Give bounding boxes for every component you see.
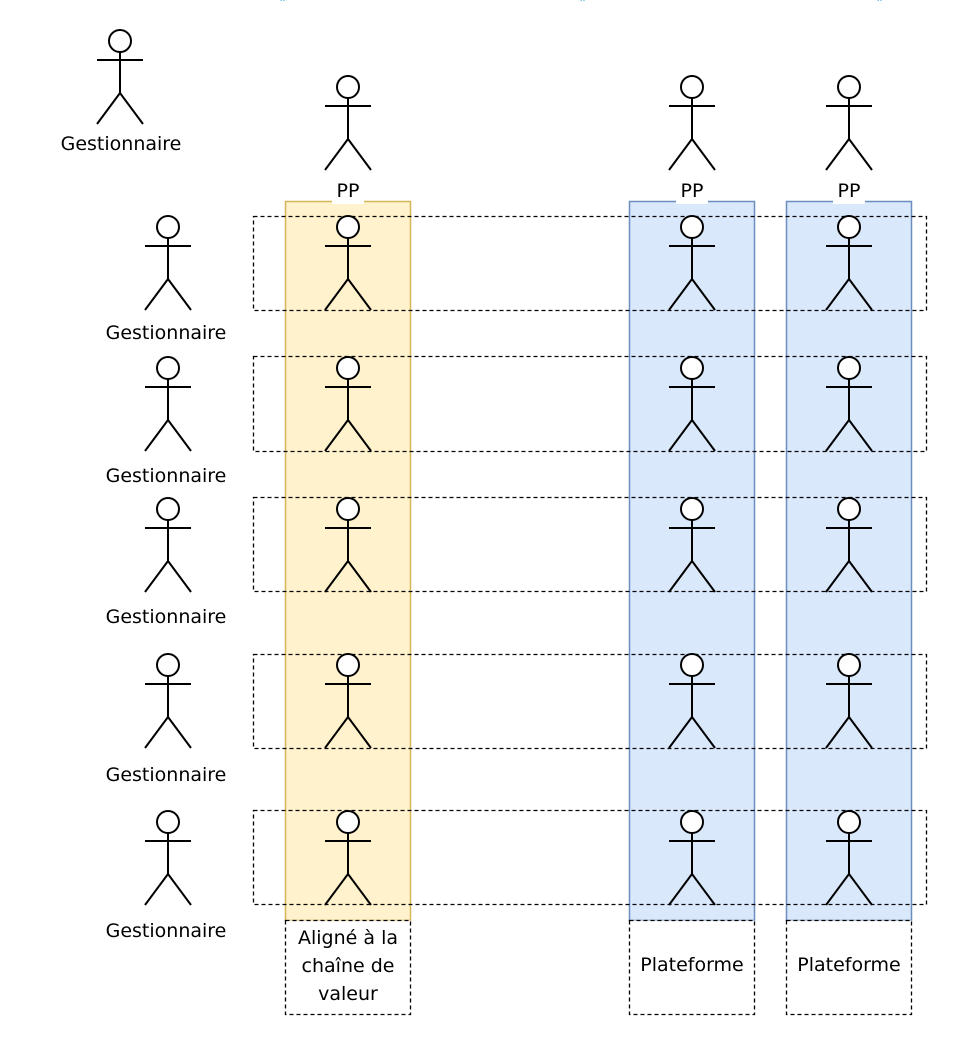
row-4-member-1-actor — [324, 653, 372, 749]
col-value-stream-header-actor — [324, 75, 372, 171]
top-mark-2: ” — [579, 0, 586, 12]
row-4-member-2-actor — [668, 653, 716, 749]
top-mark-1: ” — [279, 0, 286, 12]
row-3-manager-actor — [144, 497, 192, 593]
row-2-manager-label: Gestionnaire — [106, 465, 227, 487]
top-manager-actor — [96, 29, 144, 125]
col-platform-1-header-actor — [668, 75, 716, 171]
col-platform-1-header-label: PP — [681, 180, 704, 202]
col-platform-2-header-actor — [825, 75, 873, 171]
row-5-member-2-actor — [668, 810, 716, 906]
row-1-manager-label: Gestionnaire — [106, 322, 227, 344]
row-1-member-2-actor — [668, 215, 716, 311]
row-2-manager-actor — [144, 356, 192, 452]
row-4-manager-label: Gestionnaire — [106, 764, 227, 786]
row-5-manager-actor — [144, 810, 192, 906]
col-platform-2-header-bg — [833, 178, 865, 204]
team-row-2 — [252, 355, 928, 453]
top-manager-label: Gestionnaire — [61, 133, 182, 155]
row-5-member-3-actor — [825, 810, 873, 906]
col-value-stream-footer-box — [284, 919, 412, 1016]
row-3-member-2-actor — [668, 497, 716, 593]
row-5-member-1-actor — [324, 810, 372, 906]
row-2-member-3-actor — [825, 356, 873, 452]
col-value-stream-header-bg — [332, 178, 364, 204]
row-4-manager-actor — [144, 653, 192, 749]
row-3-manager-label: Gestionnaire — [106, 606, 227, 628]
row-2-member-1-actor — [324, 356, 372, 452]
col-platform-1-header-bg — [676, 178, 708, 204]
col-value-stream-footer-line-2: chaîne de — [302, 955, 395, 977]
row-2-member-2-actor — [668, 356, 716, 452]
col-platform-1-footer-box — [628, 919, 756, 1016]
row-1-manager-actor — [144, 215, 192, 311]
row-1-member-3-actor — [825, 215, 873, 311]
row-5-manager-label: Gestionnaire — [106, 920, 227, 942]
row-1-member-1-actor — [324, 215, 372, 311]
team-row-5 — [252, 809, 928, 906]
team-row-3 — [252, 496, 928, 593]
row-4-member-3-actor — [825, 653, 873, 749]
col-platform-2-header-label: PP — [838, 180, 861, 202]
top-mark-3: ” — [876, 0, 883, 12]
row-3-member-1-actor — [324, 497, 372, 593]
col-value-stream-footer-line-1: Aligné à la — [298, 927, 398, 949]
col-value-stream-footer-line-3: valeur — [318, 983, 378, 1005]
col-value-stream-header-label: PP — [337, 180, 360, 202]
team-row-4 — [252, 653, 928, 750]
col-platform-1-footer-line-1: Plateforme — [640, 954, 744, 976]
team-row-1 — [252, 215, 928, 312]
col-platform-2-footer-box — [785, 919, 913, 1016]
col-platform-2-footer-line-1: Plateforme — [797, 954, 901, 976]
row-3-member-3-actor — [825, 497, 873, 593]
